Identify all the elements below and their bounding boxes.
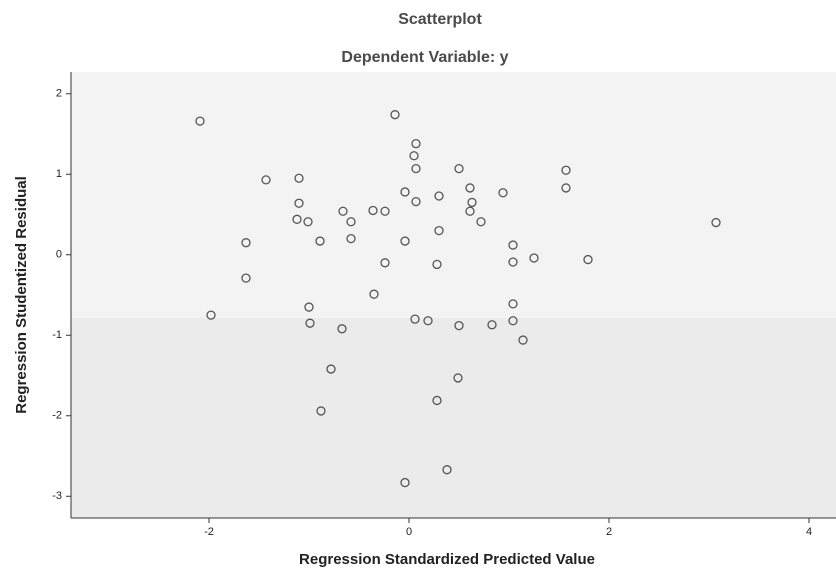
x-tick-label: 2 bbox=[606, 526, 612, 538]
x-tick-label: 0 bbox=[406, 526, 412, 538]
plot-background bbox=[71, 318, 836, 518]
y-tick-label: -2 bbox=[52, 410, 62, 422]
chart: Scatterplot Dependent Variable: y Regres… bbox=[0, 0, 836, 572]
x-tick-label: -2 bbox=[204, 526, 214, 538]
y-tick-label: -1 bbox=[52, 329, 62, 341]
chart-title: Scatterplot bbox=[398, 11, 482, 28]
y-axis-label: Regression Studentized Residual bbox=[13, 176, 30, 414]
x-axis-label: Regression Standardized Predicted Value bbox=[299, 551, 595, 568]
y-tick-label: -3 bbox=[52, 490, 62, 502]
y-tick-label: 2 bbox=[56, 88, 62, 100]
y-tick-label: 0 bbox=[56, 249, 62, 261]
x-tick-label: 4 bbox=[806, 526, 812, 538]
plot-background bbox=[71, 72, 836, 318]
y-tick-label: 1 bbox=[56, 168, 62, 180]
chart-subtitle: Dependent Variable: y bbox=[341, 49, 508, 66]
